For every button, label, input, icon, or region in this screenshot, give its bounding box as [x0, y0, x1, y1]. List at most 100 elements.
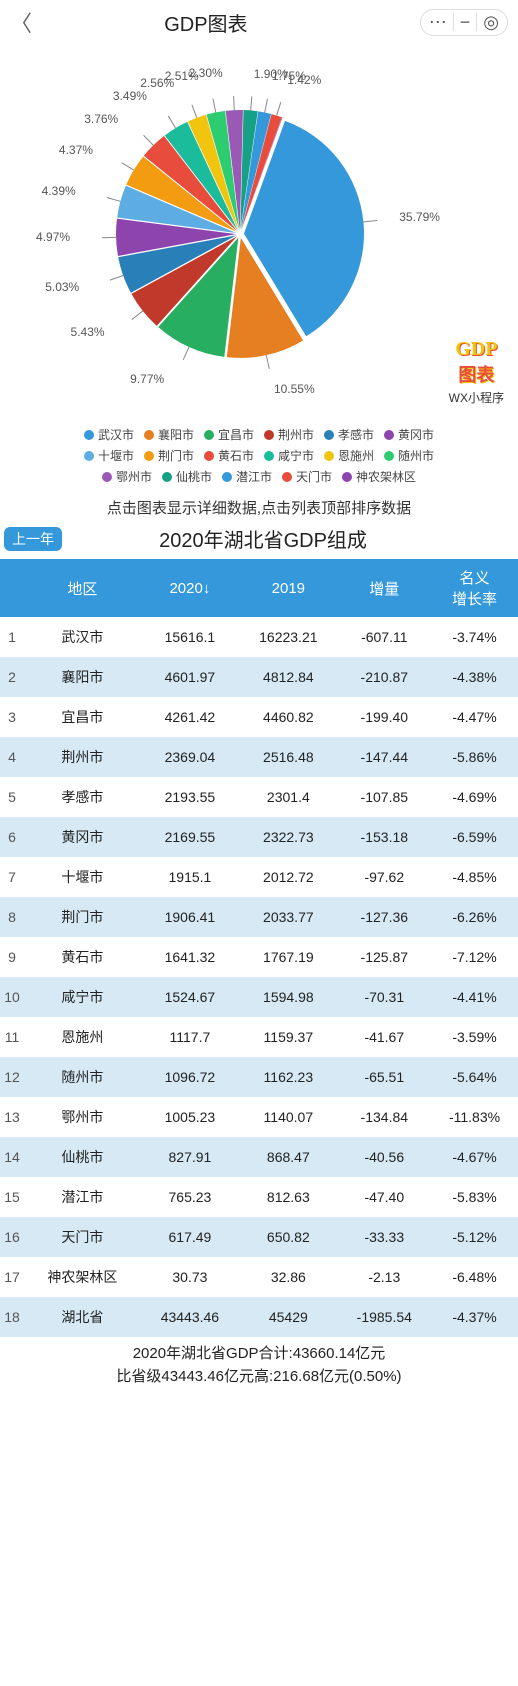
- cell: -65.51: [338, 1057, 432, 1097]
- legend-dot-icon: [102, 472, 112, 482]
- legend-label: 天门市: [296, 468, 332, 485]
- row-index: 3: [0, 697, 24, 737]
- cell: 2301.4: [239, 777, 337, 817]
- legend-item[interactable]: 仙桃市: [162, 468, 212, 485]
- cell: 2516.48: [239, 737, 337, 777]
- legend-item[interactable]: 神农架林区: [342, 468, 416, 485]
- row-index: 14: [0, 1137, 24, 1177]
- row-index: 1: [0, 617, 24, 657]
- cell: 1594.98: [239, 977, 337, 1017]
- row-index: 16: [0, 1217, 24, 1257]
- column-header[interactable]: 增量: [338, 559, 432, 617]
- cell: 武汉市: [24, 617, 141, 657]
- cell: 16223.21: [239, 617, 337, 657]
- cell: -6.48%: [431, 1257, 518, 1297]
- table-title-row: 上一年 2020年湖北省GDP组成: [0, 524, 518, 559]
- cell: 1915.1: [141, 857, 239, 897]
- legend-item[interactable]: 随州市: [384, 447, 434, 464]
- table-row[interactable]: 15潜江市765.23812.63-47.40-5.83%: [0, 1177, 518, 1217]
- cell: -40.56: [338, 1137, 432, 1177]
- slice-percent-label: 4.97%: [36, 230, 70, 244]
- cell: 随州市: [24, 1057, 141, 1097]
- cell: -5.83%: [431, 1177, 518, 1217]
- cell: 2012.72: [239, 857, 337, 897]
- table-row[interactable]: 9黄石市1641.321767.19-125.87-7.12%: [0, 937, 518, 977]
- minimize-icon[interactable]: −: [460, 12, 471, 33]
- cell: 812.63: [239, 1177, 337, 1217]
- legend-item[interactable]: 咸宁市: [264, 447, 314, 464]
- cell: 鄂州市: [24, 1097, 141, 1137]
- cell: 1140.07: [239, 1097, 337, 1137]
- table-row[interactable]: 3宜昌市4261.424460.82-199.40-4.47%: [0, 697, 518, 737]
- legend-dot-icon: [342, 472, 352, 482]
- table-row[interactable]: 8荆门市1906.412033.77-127.36-6.26%: [0, 897, 518, 937]
- cell: -210.87: [338, 657, 432, 697]
- table-row[interactable]: 6黄冈市2169.552322.73-153.18-6.59%: [0, 817, 518, 857]
- legend-dot-icon: [384, 430, 394, 440]
- column-header[interactable]: 2020↓: [141, 559, 239, 617]
- cell: 咸宁市: [24, 977, 141, 1017]
- table-row[interactable]: 17神农架林区30.7332.86-2.13-6.48%: [0, 1257, 518, 1297]
- legend-item[interactable]: 潜江市: [222, 468, 272, 485]
- table-row[interactable]: 16天门市617.49650.82-33.33-5.12%: [0, 1217, 518, 1257]
- table-row[interactable]: 13鄂州市1005.231140.07-134.84-11.83%: [0, 1097, 518, 1137]
- row-index: 4: [0, 737, 24, 777]
- target-icon[interactable]: ◎: [483, 12, 499, 33]
- slice-percent-label: 35.79%: [399, 210, 440, 224]
- legend-item[interactable]: 十堰市: [84, 447, 134, 464]
- footer-line-2: 比省级43443.46亿元高:216.68亿元(0.50%): [4, 1366, 514, 1389]
- cell: -3.59%: [431, 1017, 518, 1057]
- table-row[interactable]: 18湖北省43443.4645429-1985.54-4.37%: [0, 1297, 518, 1337]
- gdp-table: 地区2020↓2019增量名义增长率 1武汉市15616.116223.21-6…: [0, 559, 518, 1337]
- legend-dot-icon: [264, 451, 274, 461]
- cell: -6.59%: [431, 817, 518, 857]
- cell: -5.12%: [431, 1217, 518, 1257]
- row-index: 15: [0, 1177, 24, 1217]
- cell: -5.86%: [431, 737, 518, 777]
- cell: 4261.42: [141, 697, 239, 737]
- cell: -607.11: [338, 617, 432, 657]
- legend-dot-icon: [384, 451, 394, 461]
- table-row[interactable]: 4荆州市2369.042516.48-147.44-5.86%: [0, 737, 518, 777]
- column-header[interactable]: 2019: [239, 559, 337, 617]
- more-icon[interactable]: ⋯: [429, 12, 447, 33]
- table-row[interactable]: 14仙桃市827.91868.47-40.56-4.67%: [0, 1137, 518, 1177]
- cell: 仙桃市: [24, 1137, 141, 1177]
- cell: -4.67%: [431, 1137, 518, 1177]
- table-row[interactable]: 2襄阳市4601.974812.84-210.87-4.38%: [0, 657, 518, 697]
- legend-item[interactable]: 黄石市: [204, 447, 254, 464]
- cell: 1096.72: [141, 1057, 239, 1097]
- cell: 神农架林区: [24, 1257, 141, 1297]
- table-row[interactable]: 11恩施州1117.71159.37-41.67-3.59%: [0, 1017, 518, 1057]
- column-header[interactable]: 名义增长率: [431, 559, 518, 617]
- cell: -4.69%: [431, 777, 518, 817]
- cell: -7.12%: [431, 937, 518, 977]
- title-bar: 〈 GDP图表 ⋯ − ◎: [0, 0, 518, 44]
- cell: -41.67: [338, 1017, 432, 1057]
- cell: 孝感市: [24, 777, 141, 817]
- pie-chart[interactable]: 35.79%10.55%9.77%5.43%5.03%4.97%4.39%4.3…: [0, 44, 518, 424]
- legend-item[interactable]: 恩施州: [324, 447, 374, 464]
- row-index: 6: [0, 817, 24, 857]
- cell: 1162.23: [239, 1057, 337, 1097]
- legend-dot-icon: [144, 430, 154, 440]
- cell: 4812.84: [239, 657, 337, 697]
- legend-dot-icon: [324, 430, 334, 440]
- legend-item[interactable]: 荆门市: [144, 447, 194, 464]
- legend-item[interactable]: 天门市: [282, 468, 332, 485]
- table-row[interactable]: 12随州市1096.721162.23-65.51-5.64%: [0, 1057, 518, 1097]
- table-row[interactable]: 1武汉市15616.116223.21-607.11-3.74%: [0, 617, 518, 657]
- table-row[interactable]: 5孝感市2193.552301.4-107.85-4.69%: [0, 777, 518, 817]
- cell: -3.74%: [431, 617, 518, 657]
- cell: 十堰市: [24, 857, 141, 897]
- cell: -4.85%: [431, 857, 518, 897]
- table-row[interactable]: 7十堰市1915.12012.72-97.62-4.85%: [0, 857, 518, 897]
- legend-item[interactable]: 鄂州市: [102, 468, 152, 485]
- row-index: 5: [0, 777, 24, 817]
- miniprogram-capsule[interactable]: ⋯ − ◎: [420, 9, 508, 36]
- cell: -4.41%: [431, 977, 518, 1017]
- cell: 827.91: [141, 1137, 239, 1177]
- column-header[interactable]: 地区: [24, 559, 141, 617]
- cell: 荆州市: [24, 737, 141, 777]
- table-row[interactable]: 10咸宁市1524.671594.98-70.31-4.41%: [0, 977, 518, 1017]
